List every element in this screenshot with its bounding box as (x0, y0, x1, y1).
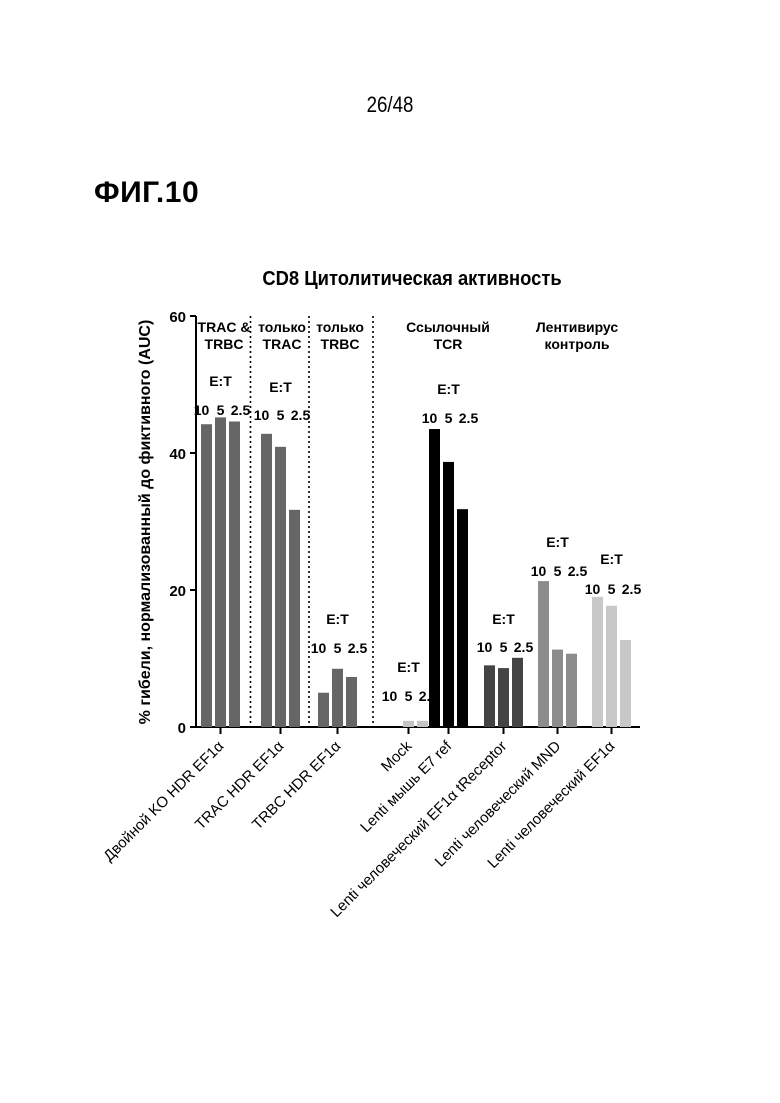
annotations: TRAC &TRBCтолькоTRACтолькоTRBCСсылочныйT… (194, 319, 642, 704)
bar (606, 606, 617, 727)
section-label: Лентивирус (536, 319, 619, 335)
ratio-label: 5 (445, 410, 453, 426)
bar (229, 421, 240, 727)
ratio-label: 10 (311, 640, 327, 656)
ratio-label: 5 (217, 402, 225, 418)
ratio-label: 10 (382, 688, 398, 704)
et-label: E:T (397, 659, 420, 675)
bar (498, 668, 509, 727)
ratio-label: 2.5 (231, 402, 251, 418)
bar (215, 417, 226, 727)
category-label: Двойной KO HDR EF1α (100, 738, 227, 865)
ratio-label: 10 (585, 581, 601, 597)
section-label: TRBC (205, 336, 244, 352)
bar (620, 640, 631, 727)
bar (429, 429, 440, 727)
ratio-label: 2.5 (568, 563, 588, 579)
section-label: TRAC (263, 336, 302, 352)
et-label: E:T (209, 373, 232, 389)
bar (289, 510, 300, 727)
et-label: E:T (546, 534, 569, 550)
bar (443, 462, 454, 727)
ratio-label: 2.5 (419, 688, 439, 704)
bar (592, 597, 603, 727)
et-label: E:T (600, 551, 623, 567)
section-label: TRBC (321, 336, 360, 352)
et-label: E:T (492, 611, 515, 627)
y-tick-label: 60 (169, 309, 186, 326)
bar (538, 581, 549, 727)
y-axis-label: % гибели, нормализованный до фиктивного … (137, 320, 154, 725)
bars (201, 417, 631, 727)
bar (484, 665, 495, 727)
y-tick-label: 0 (178, 720, 186, 737)
ratio-label: 2.5 (514, 639, 534, 655)
bar (261, 434, 272, 727)
et-label: E:T (269, 379, 292, 395)
bar (457, 509, 468, 727)
ratio-label: 5 (500, 639, 508, 655)
ratio-label: 10 (422, 410, 438, 426)
bar (275, 447, 286, 727)
bar (417, 721, 428, 727)
ratio-label: 10 (477, 639, 493, 655)
ratio-label: 5 (554, 563, 562, 579)
bar (201, 424, 212, 727)
ratio-label: 2.5 (622, 581, 642, 597)
bar (346, 677, 357, 727)
section-label: Ссылочный (406, 319, 490, 335)
section-label: TCR (434, 336, 463, 352)
bar (566, 654, 577, 727)
ratio-label: 5 (405, 688, 413, 704)
ratio-label: 5 (334, 640, 342, 656)
bar (403, 721, 414, 727)
bar (318, 693, 329, 727)
y-tick-label: 40 (169, 446, 186, 463)
section-label: TRAC & (198, 319, 251, 335)
section-label: только (258, 319, 306, 335)
category-labels: Двойной KO HDR EF1αTRAC HDR EF1αTRBC HDR… (100, 727, 618, 921)
ratio-label: 10 (254, 407, 270, 423)
chart-title: CD8 Цитолитическая активность (262, 268, 561, 290)
ratio-label: 2.5 (459, 410, 479, 426)
ratio-label: 5 (277, 407, 285, 423)
category-label: Mock (378, 737, 416, 775)
bar (552, 650, 563, 727)
bar (332, 669, 343, 727)
section-label: контроль (545, 336, 610, 352)
bar (512, 658, 523, 727)
et-label: E:T (326, 611, 349, 627)
ratio-label: 5 (608, 581, 616, 597)
ratio-label: 10 (531, 563, 547, 579)
section-label: только (316, 319, 364, 335)
ratio-label: 10 (194, 402, 210, 418)
et-label: E:T (437, 381, 460, 397)
ratio-label: 2.5 (291, 407, 311, 423)
ratio-label: 2.5 (348, 640, 368, 656)
y-tick-label: 20 (169, 583, 186, 600)
